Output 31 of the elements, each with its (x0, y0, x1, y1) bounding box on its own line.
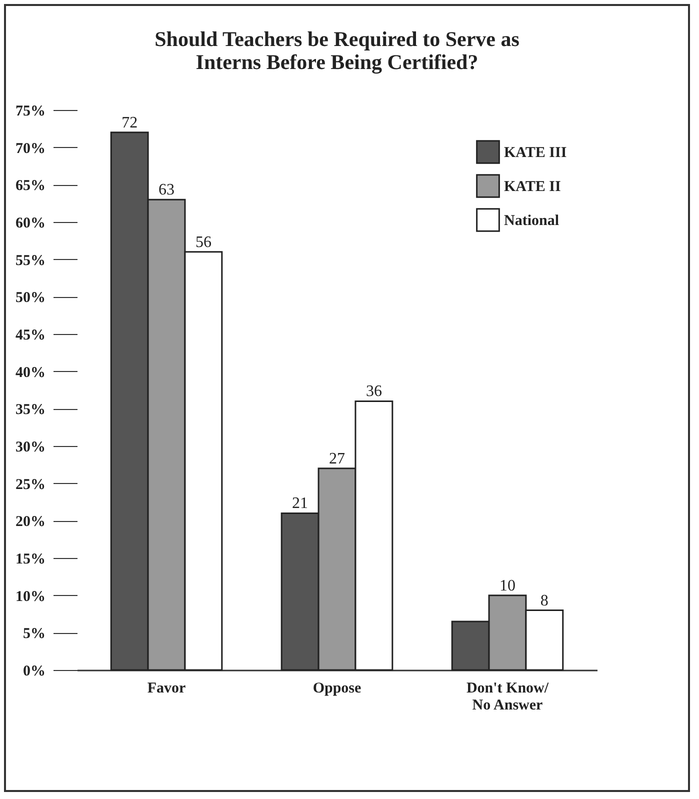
data-label: 56 (195, 234, 212, 251)
y-tick-label: 20% (16, 514, 46, 530)
data-label: 36 (366, 383, 382, 400)
y-tick-label: 0% (23, 664, 46, 680)
x-tick-label: Oppose (312, 680, 362, 696)
y-tick-label: 15% (16, 552, 46, 568)
y-tick-label: 50% (16, 290, 46, 306)
y-tick-label: 75% (16, 104, 46, 120)
y-tick-label: 10% (16, 588, 46, 605)
y-tick-label: 25% (16, 476, 46, 493)
x-tick-label: Favor (147, 680, 186, 696)
legend-label: KATE II (504, 179, 561, 195)
data-label: 27 (329, 450, 345, 468)
y-tick-label: 5% (23, 626, 46, 642)
x-tick-label: Don't Know/ No Answer (466, 680, 550, 714)
y-tick-label: 35% (16, 402, 46, 418)
data-label: 72 (122, 114, 138, 132)
y-tick-label: 65% (16, 178, 46, 194)
data-label: 21 (292, 495, 308, 512)
data-label: 8 (540, 592, 548, 610)
y-tick-label: 40% (16, 364, 46, 381)
data-label: 10 (499, 577, 516, 594)
y-tick-label: 70% (16, 140, 46, 157)
legend-label: KATE III (504, 145, 567, 161)
legend-label: National (504, 213, 560, 229)
y-tick-label: 30% (16, 440, 46, 456)
y-tick-label: 55% (16, 252, 46, 269)
y-tick-label: 45% (16, 328, 46, 344)
y-tick-label: 60% (16, 216, 46, 232)
data-label: 63 (158, 182, 175, 199)
chart-title: Should Teachers be Required to Serve as Interns Before Being Certified? (154, 27, 520, 74)
